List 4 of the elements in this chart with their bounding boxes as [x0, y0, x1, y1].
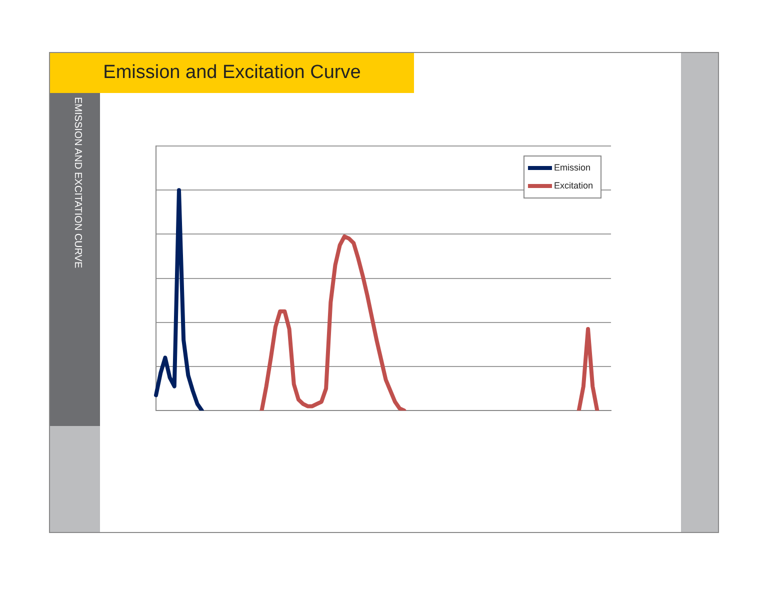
legend-label: Excitation: [554, 180, 594, 190]
chart-title: Emission and Excitation Curve: [50, 53, 414, 93]
legend-label: Emission: [554, 162, 590, 172]
text: EMISSION AND EXCITATION CURVE: [72, 97, 83, 268]
